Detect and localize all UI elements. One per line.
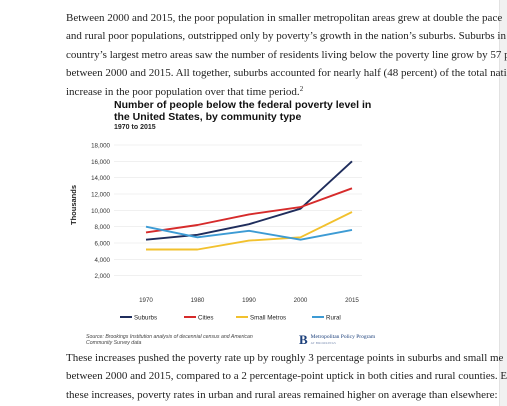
paragraph-line: and rural poor populations, outstripped … <box>66 30 506 43</box>
footnote-link[interactable]: 2 <box>299 84 304 93</box>
x-tick-label: 1980 <box>191 297 205 304</box>
chart-plot: 2,000 4,000 6,000 8,000 10,000 12,000 14,000 16… <box>69 143 362 321</box>
y-tick-label: 18,000 <box>91 143 110 150</box>
y-tick-label: 16,000 <box>91 159 110 166</box>
chart-subtitle: 1970 to 2015 <box>114 124 156 131</box>
brand-name: Metropolitan Policy Program <box>310 334 376 340</box>
y-tick-label: 4,000 <box>95 257 111 264</box>
paragraph-line: Between 2000 and 2015, the poor populati… <box>66 12 503 24</box>
legend-label: Cities <box>198 314 213 321</box>
brand-sub: AT BROOKINGS <box>310 341 337 345</box>
y-tick-label: 8,000 <box>95 224 111 231</box>
poverty-chart: Number of people below the federal pover… <box>66 99 386 348</box>
brand-letter: B <box>299 332 308 347</box>
y-tick-label: 10,000 <box>91 208 110 215</box>
series-line-cities <box>145 187 353 234</box>
article-paragraph-bottom: These increases pushed the poverty rate … <box>66 349 507 404</box>
paragraph-line-last: increase in the poor population over tha… <box>66 83 507 101</box>
y-tick-label: 12,000 <box>91 192 110 199</box>
chart-source-note: Source: Brookings Institution analysis o… <box>86 334 253 346</box>
x-tick-label: 2015 <box>345 297 359 304</box>
x-tick-label: 1990 <box>242 297 256 304</box>
legend-label: Rural <box>326 314 341 321</box>
page-scroll-edge[interactable] <box>499 0 507 406</box>
chart-title: Number of people below the federal pover… <box>114 99 372 123</box>
y-tick-label: 2,000 <box>95 273 111 280</box>
legend-label: Suburbs <box>134 314 157 321</box>
y-tick-label: 6,000 <box>95 241 111 248</box>
series-line-rural <box>145 225 353 241</box>
series-line-small-metros <box>146 211 353 251</box>
y-axis-label: Thousands <box>69 185 78 225</box>
series-line-suburbs <box>145 160 353 241</box>
y-tick-label: 14,000 <box>91 175 110 182</box>
x-tick-label: 1970 <box>139 297 153 304</box>
paragraph-line: between 2000 and 2015. All together, sub… <box>66 67 507 80</box>
brookings-logo: B Metropolitan Policy Program AT BROOKIN… <box>299 333 375 346</box>
paragraph-line: between 2000 and 2015, compared to a 2 p… <box>66 370 507 383</box>
paragraph-text: increase in the poor population over tha… <box>66 85 300 98</box>
paragraph-line: country’s largest metro areas saw the nu… <box>66 48 507 61</box>
legend-label: Small Metros <box>250 314 286 321</box>
article-paragraph-top: Between 2000 and 2015, the poor populati… <box>66 9 507 101</box>
paragraph-line: These increases pushed the poverty rate … <box>66 352 504 364</box>
x-tick-label: 2000 <box>294 297 308 304</box>
paragraph-line: these increases, poverty rates in urban … <box>66 388 498 401</box>
